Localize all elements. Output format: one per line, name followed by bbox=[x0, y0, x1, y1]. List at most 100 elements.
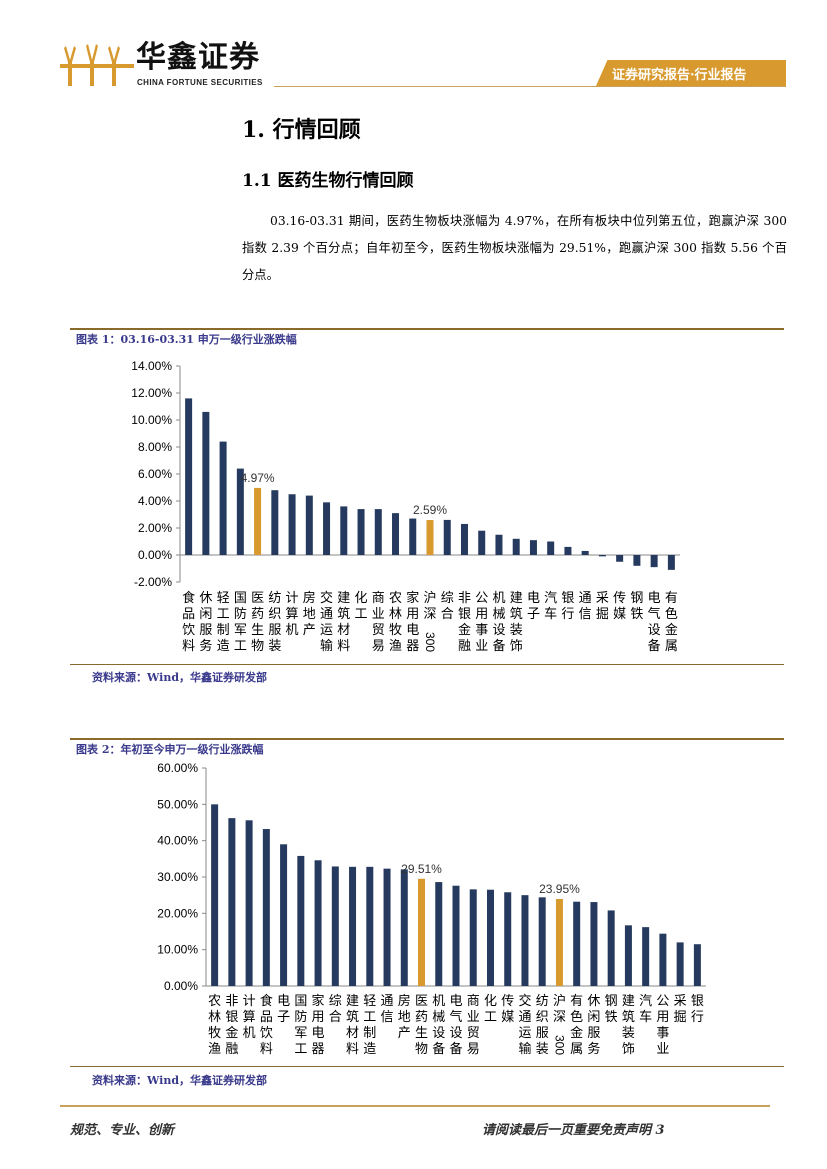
x-tick-label: 化 bbox=[355, 590, 368, 605]
x-tick-label: 媒 bbox=[613, 606, 626, 621]
x-tick-label: 事 bbox=[656, 1025, 669, 1040]
x-tick-label: 非 bbox=[458, 590, 471, 605]
x-tick-label: 信 bbox=[381, 1009, 394, 1024]
x-tick-label: 品 bbox=[260, 1009, 273, 1024]
x-tick-label: 计 bbox=[243, 993, 256, 1008]
bar bbox=[650, 555, 658, 568]
data-label: 2.59% bbox=[413, 503, 447, 517]
x-tick-label: 工 bbox=[355, 606, 368, 621]
x-tick-label: 传 bbox=[501, 993, 514, 1008]
x-tick-label: 通 bbox=[579, 590, 592, 605]
x-tick-label: 备 bbox=[648, 638, 661, 653]
x-tick-label: 农 bbox=[389, 590, 402, 605]
bar bbox=[340, 506, 348, 555]
x-tick-label: 非 bbox=[225, 993, 238, 1008]
x-tick-label: 计 bbox=[286, 590, 299, 605]
bar bbox=[288, 494, 296, 555]
report-type-tag: 证券研究报告·行业报告 bbox=[612, 68, 747, 83]
logo-text: 华鑫证券 bbox=[136, 40, 260, 75]
x-tick-label: 属 bbox=[570, 1041, 583, 1056]
x-tick-label: 银 bbox=[561, 590, 574, 605]
x-tick-label: 商 bbox=[372, 590, 385, 605]
x-tick-label: 医 bbox=[415, 993, 428, 1008]
y-tick-label: 60.00% bbox=[157, 761, 198, 775]
logo-icon bbox=[60, 44, 134, 86]
bar bbox=[607, 910, 615, 986]
data-label: 23.95% bbox=[539, 882, 580, 896]
x-tick-label: 料 bbox=[346, 1041, 359, 1056]
bar bbox=[590, 902, 598, 986]
bar bbox=[262, 829, 270, 986]
x-tick-label: 钢 bbox=[605, 993, 618, 1008]
x-tick-label: 轻 bbox=[217, 590, 230, 605]
header-badge bbox=[596, 60, 786, 86]
x-tick-label: 建 bbox=[346, 993, 359, 1008]
bar bbox=[271, 490, 279, 555]
x-tick-label: 装 bbox=[622, 1025, 635, 1040]
x-tick-label: 建 bbox=[510, 590, 523, 605]
bar bbox=[538, 897, 546, 986]
x-tick-label: 器 bbox=[406, 638, 419, 653]
x-tick-label: 防 bbox=[234, 606, 247, 621]
x-tick-label: 汽 bbox=[639, 993, 652, 1008]
figure1-chart: 14.00% 12.00% 10.00% 8.00% 6.00% 4.00% 2.00% 0.… bbox=[131, 359, 680, 653]
figure1-bottom-rule bbox=[70, 664, 784, 665]
x-tick-label: 品 bbox=[182, 606, 195, 621]
x-tick-label: 材 bbox=[346, 1025, 359, 1040]
figure1-source: 资料来源：Wind，华鑫证券研发部 bbox=[92, 671, 268, 684]
x-tick-label: 业 bbox=[467, 1009, 480, 1024]
x-tick-label: 输 bbox=[320, 638, 333, 653]
x-tick-label: 行 bbox=[691, 1009, 704, 1024]
x-tick-label: 装 bbox=[268, 638, 281, 653]
x-tick-label: 电 bbox=[648, 590, 661, 605]
bar bbox=[331, 866, 339, 986]
x-tick-label: 有 bbox=[665, 590, 678, 605]
bar bbox=[504, 892, 512, 986]
bar bbox=[598, 555, 606, 557]
bar bbox=[529, 540, 537, 555]
x-tick-label: 机 bbox=[432, 993, 445, 1008]
logo-subtitle: CHINA FORTUNE SECURITIES bbox=[137, 78, 263, 87]
x-tick-label: 深 bbox=[423, 606, 436, 621]
x-tick-label: 器 bbox=[312, 1041, 325, 1056]
figure1-top-rule bbox=[70, 328, 784, 330]
x-tick-label: 电 bbox=[312, 1025, 325, 1040]
figure2-chart: 60.00% 50.00% 40.00% 30.00% 20.00% 10.00% 0.00… bbox=[157, 761, 706, 1056]
bar bbox=[374, 509, 382, 555]
x-tick-label: 运 bbox=[518, 1025, 531, 1040]
x-tick-label: 融 bbox=[458, 638, 471, 653]
x-tick-label: 运 bbox=[320, 622, 333, 637]
x-tick-label: 气 bbox=[449, 1009, 462, 1024]
x-tick-label: 设 bbox=[648, 622, 661, 637]
x-tick-label: 通 bbox=[518, 1009, 531, 1024]
x-tick-label: 易 bbox=[467, 1041, 480, 1056]
bar bbox=[676, 942, 684, 986]
bar bbox=[443, 519, 451, 555]
x-tick-label: 军 bbox=[294, 1025, 307, 1040]
bar bbox=[667, 555, 675, 570]
x-tick-label: 渔 bbox=[208, 1041, 221, 1056]
x-tick-label: 产 bbox=[303, 622, 316, 637]
x-tick-label: 国 bbox=[294, 993, 307, 1008]
x-tick-label: 食 bbox=[182, 590, 195, 605]
bar bbox=[616, 555, 624, 562]
x-tick-label: 银 bbox=[458, 606, 471, 621]
bar bbox=[624, 925, 632, 986]
x-tick-label: 工 bbox=[294, 1041, 307, 1056]
x-tick-label: 筑 bbox=[510, 606, 523, 621]
x-tick-label: 交 bbox=[320, 590, 333, 605]
figure1-title: 图表 1：03.16-03.31 申万一级行业涨跌幅 bbox=[76, 333, 297, 346]
x-tick-label: 传 bbox=[613, 590, 626, 605]
bar bbox=[254, 487, 262, 555]
x-tick-label: 算 bbox=[243, 1009, 256, 1024]
x-tick-label: 通 bbox=[381, 993, 394, 1008]
x-tick-label: 造 bbox=[363, 1041, 376, 1056]
bar bbox=[435, 882, 443, 986]
y-tick-label: 30.00% bbox=[157, 870, 198, 884]
bar bbox=[392, 513, 400, 555]
section-title: 1. 行情回顾 bbox=[242, 117, 361, 143]
x-tick-label: 采 bbox=[674, 993, 687, 1008]
x-tick-label: 沪 bbox=[553, 993, 566, 1008]
x-tick-label: 有 bbox=[570, 993, 583, 1008]
x-tick-label: 采 bbox=[596, 590, 609, 605]
